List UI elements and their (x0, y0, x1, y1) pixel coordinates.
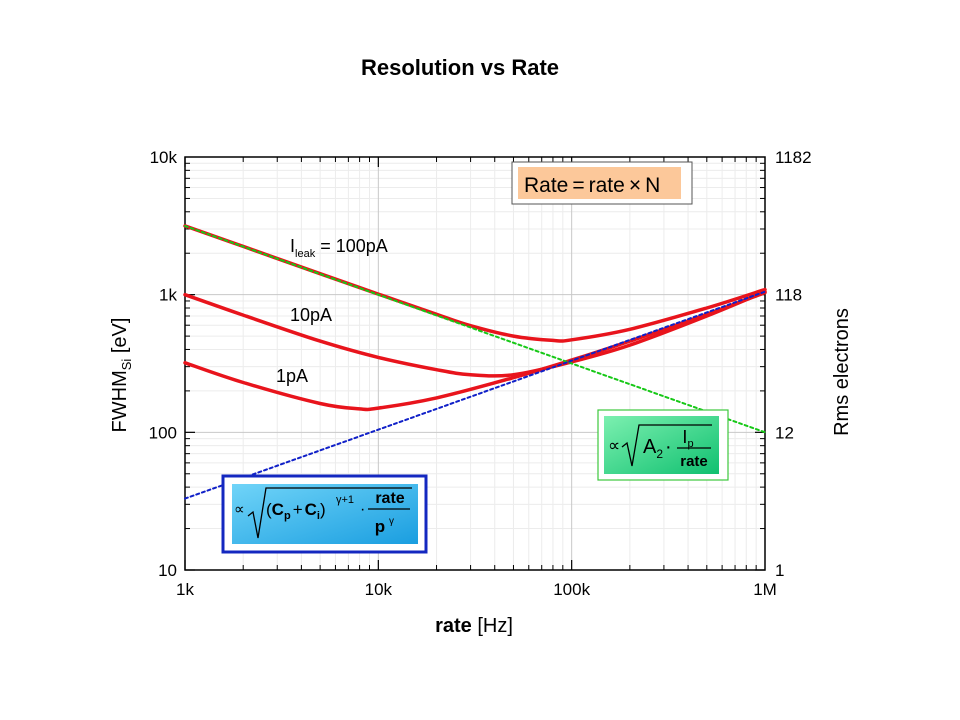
green-formula-box: ∝ A2 · Ip rate (597, 409, 729, 481)
svg-text:γ+1: γ+1 (336, 494, 354, 506)
svg-text:rate: rate (680, 453, 708, 470)
svg-text:Rate=rate×N: Rate = rate × N (524, 174, 660, 197)
right-y-tick-label: 118 (775, 286, 802, 305)
left-y-tick-label: 100 (149, 423, 177, 442)
left-y-tick-label: 1k (159, 286, 177, 305)
left-y-tick-label: 10k (150, 148, 178, 167)
chart-title: Resolution vs Rate (360, 55, 560, 80)
svg-text:γ: γ (389, 516, 394, 527)
x-tick-label: 1M (753, 580, 777, 599)
blue-formula-box: ∝ (Cp + Ci) γ+1 · rate p γ (221, 474, 428, 554)
svg-text:∝: ∝ (234, 501, 245, 518)
data-series (183, 224, 767, 500)
right-y-tick-label: 12 (775, 423, 794, 442)
right-y-tick-label: 1182 (775, 148, 812, 167)
right-y-axis-label: Rms electrons (831, 308, 853, 436)
svg-text:·: · (360, 501, 365, 518)
svg-text:Ip: Ip (682, 427, 693, 450)
x-axis-label: rate [Hz] (435, 615, 513, 637)
rate-formula-box: Rate = rate × N (511, 161, 693, 205)
left-y-tick-label: 10 (158, 561, 177, 580)
svg-text:A2·: A2 · (643, 436, 672, 461)
svg-text:∝: ∝ (608, 436, 620, 455)
right-y-tick-label: 1 (775, 561, 784, 580)
svg-text:rate: rate (375, 490, 404, 507)
x-tick-label: 1k (176, 580, 194, 599)
right-y-tick-labels: 1 12 118 1182 (775, 148, 812, 580)
annotation-leak-1pa: 1pA (276, 366, 308, 386)
left-y-axis-label: FWHMSi [eV] (109, 318, 134, 433)
svg-text:p: p (375, 517, 385, 536)
annotation-leak-100pa: Ileak = 100pA (290, 236, 388, 260)
left-y-tick-labels: 10 100 1k 10k (149, 148, 178, 580)
x-tick-labels: 1k 10k 100k 1M (176, 580, 777, 599)
resolution-curve-2 (183, 290, 767, 412)
annotation-leak-10pa: 10pA (290, 305, 332, 325)
x-tick-label: 10k (365, 580, 393, 599)
svg-text:(Cp+Ci): (Cp + Ci) (266, 500, 326, 522)
resolution-curve-1 (183, 289, 767, 378)
x-tick-label: 100k (553, 580, 590, 599)
